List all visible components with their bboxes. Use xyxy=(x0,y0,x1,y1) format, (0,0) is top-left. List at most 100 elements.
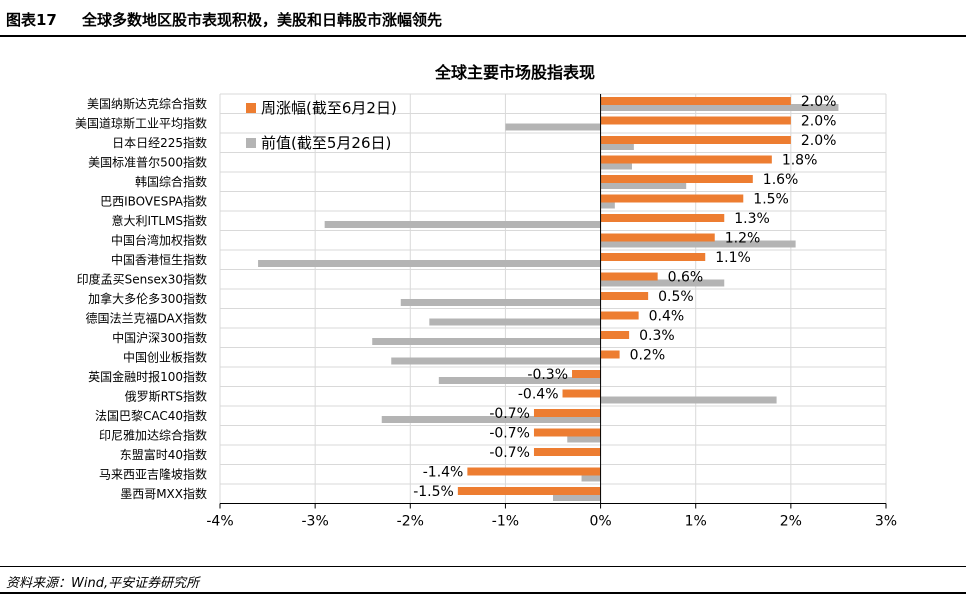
bar-previous xyxy=(400,299,601,306)
category-label: 加拿大多伦多300指数 xyxy=(88,291,207,306)
bar-previous xyxy=(600,143,634,150)
bar-current xyxy=(600,136,791,144)
x-tick-label: 2% xyxy=(780,514,802,530)
data-label: 2.0% xyxy=(801,114,837,130)
figure-header: 图表17 全球多数地区股市表现积极，美股和日韩股市涨幅领先 xyxy=(0,0,966,37)
category-label: 英国金融时报100指数 xyxy=(88,369,207,384)
data-label: 0.2% xyxy=(630,348,666,364)
data-label: 1.5% xyxy=(753,192,789,208)
category-label: 日本日经225指数 xyxy=(112,135,207,150)
bar-current xyxy=(600,311,639,320)
bar-current xyxy=(457,487,601,495)
bar-previous xyxy=(600,279,725,287)
category-label: 美国纳斯达克综合指数 xyxy=(87,96,207,111)
bar-current xyxy=(600,331,630,339)
data-label: 0.6% xyxy=(668,270,704,286)
data-label: -0.3% xyxy=(527,367,568,383)
bar-chart: 全球主要市场股指表现 2.0% 美国纳斯达克综合指数 2.0% 美国道琼斯工业平均指数 2… xyxy=(75,63,897,530)
bar-current xyxy=(600,253,706,261)
bar-previous xyxy=(567,435,601,443)
bar-current xyxy=(467,467,601,476)
bar-previous xyxy=(600,104,839,111)
x-tick-label: 0% xyxy=(589,514,611,530)
bar-current xyxy=(600,155,772,164)
bar-current xyxy=(533,448,601,456)
category-label: 俄罗斯RTS指数 xyxy=(125,389,207,404)
x-tick-label: -1% xyxy=(492,514,519,530)
bar-current xyxy=(572,370,601,378)
data-label: 0.3% xyxy=(639,328,675,344)
bar-previous xyxy=(600,162,632,170)
bar-current xyxy=(600,116,791,125)
bar-current xyxy=(600,272,658,281)
category-label: 墨西哥MXX指数 xyxy=(120,486,207,501)
x-tick-label: -4% xyxy=(206,514,233,530)
bar-current xyxy=(600,233,715,242)
category-label: 中国香港恒生指数 xyxy=(111,252,207,267)
category-label: 美国标准普尔500指数 xyxy=(88,155,207,170)
bar-previous xyxy=(600,201,615,209)
bar-current xyxy=(533,428,601,437)
data-label: -1.4% xyxy=(423,465,464,481)
legend-label-previous: 前值(截至5月26日) xyxy=(261,134,391,152)
category-label: 法国巴黎CAC40指数 xyxy=(95,408,207,423)
legend-swatch-previous xyxy=(246,138,256,148)
bar-current xyxy=(600,194,744,203)
bar-previous xyxy=(381,416,601,423)
category-label: 印尼雅加达综合指数 xyxy=(99,428,207,443)
category-label: 意大利ITLMS指数 xyxy=(111,213,207,228)
data-label: 1.6% xyxy=(763,172,799,188)
data-label: 1.3% xyxy=(734,211,770,227)
data-label: 2.0% xyxy=(801,94,837,110)
bar-previous xyxy=(505,123,601,131)
chart-title: 全球主要市场股指表现 xyxy=(434,63,595,82)
category-label: 印度孟买Sensex30指数 xyxy=(77,272,207,287)
category-label: 中国沪深300指数 xyxy=(112,330,207,345)
data-label: -0.7% xyxy=(489,445,530,461)
x-tick-label: 3% xyxy=(875,514,897,530)
data-label: -0.4% xyxy=(518,387,559,403)
x-tick-label: 1% xyxy=(685,514,707,530)
data-label: 1.1% xyxy=(715,250,751,266)
x-tick-label: -3% xyxy=(302,514,329,530)
bar-previous xyxy=(372,338,601,345)
bar-previous xyxy=(581,474,601,482)
data-label: 1.8% xyxy=(782,153,818,169)
figure-label: 图表17 xyxy=(6,11,57,29)
bar-previous xyxy=(600,182,687,189)
data-label: -0.7% xyxy=(489,406,530,422)
bar-previous xyxy=(258,260,601,267)
bar-current xyxy=(600,292,649,300)
category-label: 中国创业板指数 xyxy=(123,350,207,365)
data-label: 0.4% xyxy=(649,309,685,325)
bar-previous xyxy=(429,318,601,326)
category-label: 马来西亚吉隆坡指数 xyxy=(99,467,207,482)
bar-current xyxy=(562,389,601,398)
data-label: 1.2% xyxy=(725,231,761,247)
footer-rule xyxy=(0,566,966,567)
legend-label-current: 周涨幅(截至6月2日) xyxy=(261,99,397,117)
data-label: 2.0% xyxy=(801,133,837,149)
bar-current xyxy=(600,214,725,222)
data-label: -0.7% xyxy=(489,426,530,442)
bar-current xyxy=(600,175,753,183)
category-label: 巴西IBOVESPA指数 xyxy=(100,194,207,209)
legend-swatch-current xyxy=(246,103,256,113)
data-label: 0.5% xyxy=(658,289,694,305)
category-label: 中国台湾加权指数 xyxy=(111,233,207,248)
bar-current xyxy=(533,409,601,417)
data-label: -1.5% xyxy=(413,484,454,500)
x-tick-label: -2% xyxy=(397,514,424,530)
bar-current xyxy=(600,350,620,359)
bar-current xyxy=(600,97,791,105)
category-label: 美国道琼斯工业平均指数 xyxy=(75,116,207,131)
category-label: 东盟富时40指数 xyxy=(120,447,207,462)
bar-previous xyxy=(600,240,796,248)
category-label: 德国法兰克福DAX指数 xyxy=(86,311,207,326)
bar-previous xyxy=(600,396,777,404)
bar-previous xyxy=(438,377,601,384)
bar-previous xyxy=(391,357,601,365)
source-note: 资料来源：Wind,平安证券研究所 xyxy=(6,576,200,591)
figure-title: 全球多数地区股市表现积极，美股和日韩股市涨幅领先 xyxy=(82,11,443,29)
bar-previous xyxy=(324,221,601,228)
